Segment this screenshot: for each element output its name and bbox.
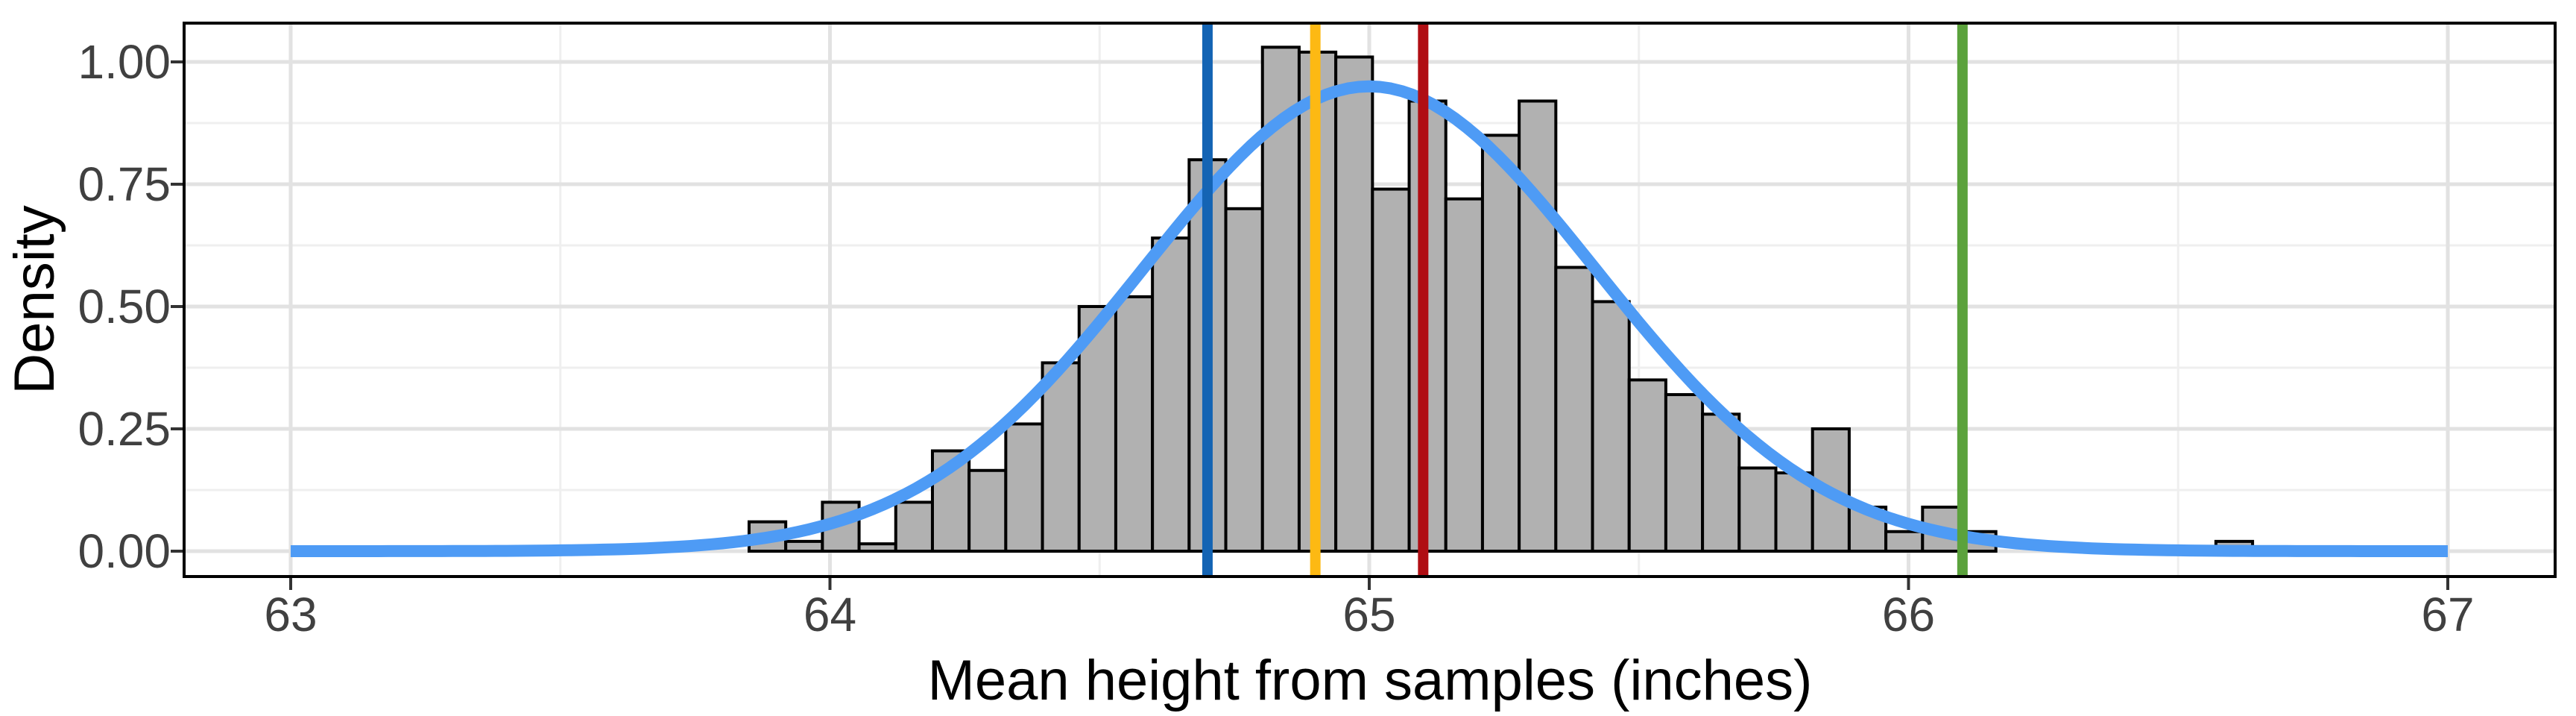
- histogram-bar: [1884, 530, 1925, 553]
- histogram-bar: [1591, 300, 1631, 553]
- axis-tick-labels: 63 64 65 66 67 0.00 0.25 0.50 0.75 1.00: [78, 35, 2474, 641]
- x-axis-title: Mean height from samples (inches): [928, 649, 1813, 712]
- histogram-bar: [967, 468, 1008, 553]
- histogram-bar: [784, 539, 824, 553]
- y-tick-label: 0.00: [78, 524, 171, 578]
- axis-ticks: [171, 60, 2449, 590]
- histogram-bar: [1224, 207, 1264, 553]
- panel-border: [183, 22, 2557, 578]
- x-tick-label: 63: [264, 588, 317, 641]
- x-tick-label: 64: [804, 588, 856, 641]
- histogram-bar: [1371, 187, 1411, 553]
- histogram-bar: [894, 500, 934, 553]
- panel-border-rect: [183, 22, 2557, 578]
- y-axis-title: Density: [3, 205, 66, 394]
- histogram-bar: [1444, 197, 1484, 553]
- histogram-bar: [1518, 99, 1558, 553]
- histogram-bar: [1114, 295, 1155, 553]
- histogram-bar: [1701, 412, 1741, 553]
- histogram-bar: [1004, 422, 1044, 553]
- histogram-bar: [1627, 378, 1667, 553]
- histogram-bar: [1737, 466, 1778, 553]
- histogram-bar: [1664, 393, 1705, 553]
- y-tick-label: 0.25: [78, 402, 171, 456]
- histogram-bar: [1480, 134, 1521, 553]
- x-tick-label: 65: [1342, 588, 1395, 641]
- histogram-bar: [1041, 361, 1081, 553]
- histogram-bar: [857, 542, 897, 553]
- histogram-bar: [1151, 236, 1191, 553]
- y-tick-label: 1.00: [78, 35, 171, 89]
- reference-vlines: [1202, 23, 1968, 577]
- histogram-bar: [1554, 266, 1594, 553]
- density-curve: [291, 80, 2448, 557]
- x-tick-label: 66: [1882, 588, 1935, 641]
- y-tick-label: 0.75: [78, 157, 171, 211]
- y-tick-label: 0.50: [78, 280, 171, 333]
- density-curve-line: [291, 80, 2448, 557]
- x-tick-label: 67: [2421, 588, 2474, 641]
- histogram-bars: [747, 45, 2255, 553]
- histogram-bar: [1334, 55, 1374, 553]
